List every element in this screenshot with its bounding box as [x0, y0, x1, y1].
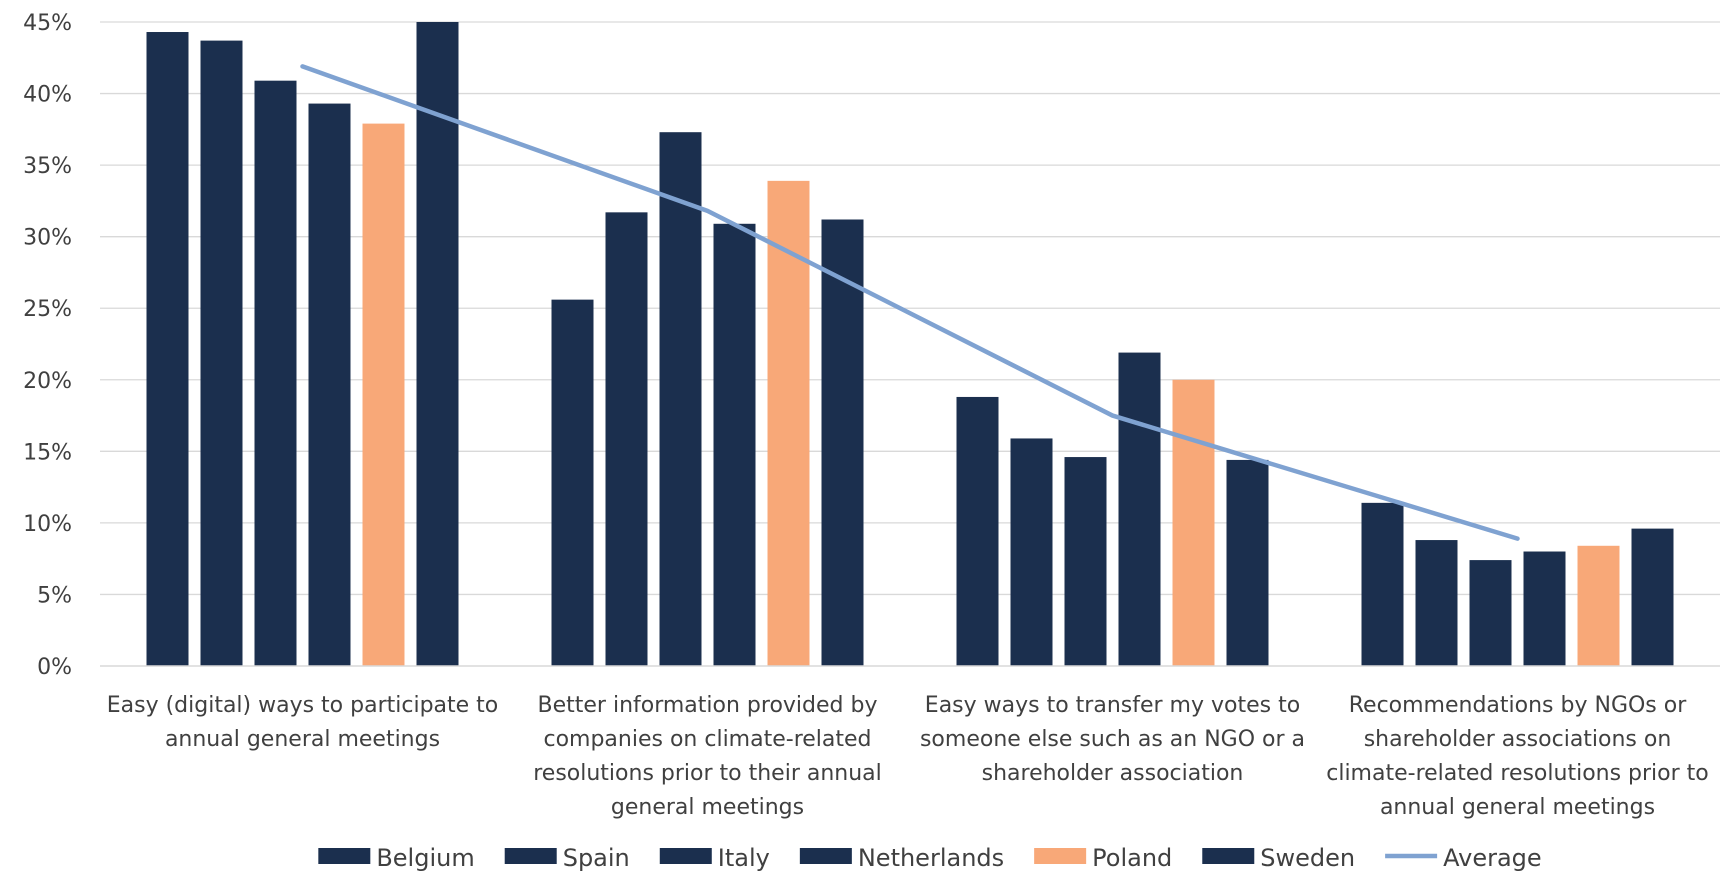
- category-label: Easy (digital) ways to participate to: [107, 693, 499, 718]
- category-label: annual general meetings: [165, 727, 440, 752]
- y-tick-label: 45%: [23, 11, 72, 36]
- bar-netherlands-2: [713, 223, 756, 666]
- category-label: general meetings: [611, 795, 804, 820]
- legend: Belgium Spain Italy Netherlands Poland Sweden…: [318, 844, 1542, 872]
- category-labels: Easy (digital) ways to participate to ann…: [107, 693, 1709, 820]
- y-tick-label: 30%: [23, 226, 72, 251]
- category-label: annual general meetings: [1380, 795, 1655, 820]
- y-tick-label: 5%: [37, 583, 72, 608]
- category-label: someone else such as an NGO or a: [920, 727, 1305, 752]
- bar-netherlands-4: [1523, 551, 1566, 666]
- category-label: Recommendations by NGOs or: [1349, 693, 1687, 718]
- y-tick-label: 20%: [23, 369, 72, 394]
- category-label: resolutions prior to their annual: [533, 761, 882, 786]
- legend-label: Sweden: [1260, 844, 1355, 872]
- bar-sweden-2: [821, 219, 864, 666]
- y-tick-label: 0%: [37, 655, 72, 680]
- bar-belgium-2: [551, 299, 594, 666]
- legend-label: Spain: [563, 844, 630, 872]
- category-label: Better information provided by: [538, 693, 878, 718]
- bar-poland-1: [362, 123, 405, 666]
- average-line-group: [300, 64, 1520, 541]
- bar-poland-4: [1577, 545, 1620, 666]
- category-label: companies on climate-related: [543, 727, 871, 752]
- y-axis: 0% 5% 10% 15% 20% 25% 30% 35% 40% 45%: [23, 11, 72, 680]
- legend-swatch: [1034, 848, 1087, 864]
- y-tick-label: 35%: [23, 154, 72, 179]
- legend-swatch: [504, 848, 557, 864]
- bars: [146, 22, 1674, 667]
- legend-swatch: [318, 848, 371, 864]
- category-label: shareholder associations on: [1364, 727, 1672, 752]
- bar-belgium-3: [956, 396, 999, 666]
- legend-swatch: [1202, 848, 1255, 864]
- bar-sweden-3: [1226, 459, 1269, 666]
- bar-netherlands-3: [1118, 352, 1161, 666]
- category-label: climate-related resolutions prior to: [1326, 761, 1709, 786]
- bar-italy-4: [1469, 560, 1512, 666]
- legend-label: Belgium: [376, 844, 474, 872]
- bar-belgium-4: [1361, 502, 1404, 666]
- bar-italy-2: [659, 132, 702, 666]
- bar-spain-1: [200, 40, 243, 667]
- bar-spain-4: [1415, 540, 1458, 666]
- y-tick-label: 15%: [23, 440, 72, 465]
- legend-label: Netherlands: [858, 844, 1004, 872]
- legend-label: Average: [1443, 844, 1542, 872]
- y-tick-label: 10%: [23, 512, 72, 537]
- bar-netherlands-1: [308, 103, 351, 666]
- bar-italy-1: [254, 80, 297, 667]
- y-tick-label: 25%: [23, 297, 72, 322]
- bar-spain-2: [605, 212, 648, 667]
- y-tick-label: 40%: [23, 83, 72, 108]
- bar-poland-3: [1172, 379, 1215, 666]
- average-line: [300, 64, 1520, 541]
- legend-label: Italy: [718, 844, 770, 872]
- bar-spain-3: [1010, 438, 1053, 666]
- legend-label: Poland: [1092, 844, 1172, 872]
- legend-swatch: [659, 848, 712, 864]
- category-label: shareholder association: [982, 761, 1244, 786]
- bar-sweden-1: [416, 22, 459, 666]
- bar-belgium-1: [146, 32, 189, 667]
- bar-italy-3: [1064, 457, 1107, 666]
- bar-poland-2: [767, 180, 810, 666]
- legend-swatch: [799, 848, 852, 864]
- category-label: Easy ways to transfer my votes to: [925, 693, 1300, 718]
- bar-sweden-4: [1631, 528, 1674, 666]
